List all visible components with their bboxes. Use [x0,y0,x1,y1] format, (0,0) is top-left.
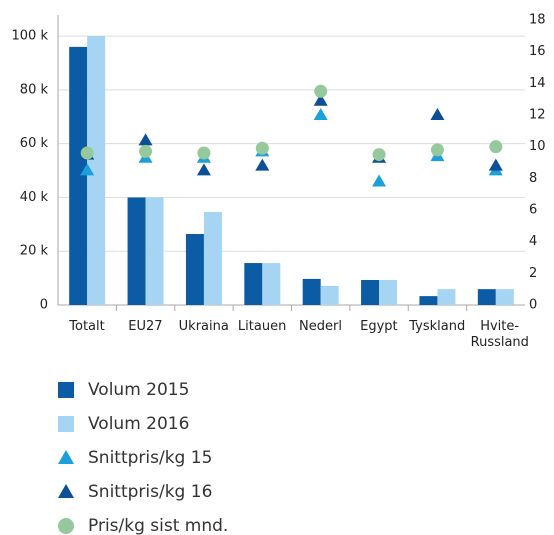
x-tick-label: EU27 [128,319,163,334]
x-tick-label: Hvite-Russland [470,319,529,350]
y2-tick-label: 10 [529,139,546,154]
circle-marker [430,143,444,157]
x-tick-label: Egypt [360,319,398,334]
circle-marker [139,144,153,158]
circle-marker [197,146,211,160]
y2-tick-label: 2 [529,266,537,281]
y-tick-label: 60 k [20,136,49,151]
triangle-marker [138,133,153,146]
triangle-marker [196,163,211,176]
bar [419,296,438,305]
legend-swatch [58,484,74,498]
legend-swatch [58,416,74,432]
bar [127,197,146,305]
triangle-marker [372,174,387,187]
bar [69,46,88,306]
y-tick-label: 100 k [12,29,49,44]
legend-label: Volum 2016 [88,414,189,434]
y2-tick-label: 14 [529,76,546,91]
bar [477,289,496,305]
legend-swatch [58,382,74,398]
legend-label: Snittpris/kg 15 [88,448,212,468]
bar [379,279,398,305]
circle-marker [314,84,328,98]
bar [203,211,222,305]
y-tick-label: 0 [40,298,48,313]
bar [145,197,164,305]
x-tick-label: Ukraina [178,319,229,334]
triangle-marker [313,93,328,106]
y2-tick-label: 12 [529,108,546,123]
triangle-marker [255,158,270,171]
bar [361,279,380,305]
triangle-marker [80,163,95,176]
legend-label: Pris/kg sist mnd. [88,516,228,535]
y2-tick-label: 18 [529,13,546,28]
y2-tick-label: 4 [529,234,537,249]
circle-marker [489,140,503,154]
legend-swatch [58,450,74,464]
legend-swatch [58,518,74,534]
triangle-marker [488,158,503,171]
x-tick-label: Nederl [299,319,342,334]
triangle-marker [430,108,445,120]
y2-tick-label: 8 [529,171,537,186]
bar [185,234,204,305]
triangle-marker [313,108,328,120]
bar [495,289,514,305]
y-tick-label: 40 k [20,190,49,205]
y2-tick-label: 6 [529,203,537,218]
bar [302,278,321,305]
x-tick-label: Litauen [237,319,287,334]
bar [262,263,281,305]
x-tick-label: Totalt [69,319,105,334]
bar [320,285,339,305]
legend-label: Snittpris/kg 16 [88,482,212,502]
bar [87,36,106,305]
bar [244,263,263,305]
legend-label: Volum 2015 [88,380,189,400]
y-tick-label: 80 k [20,82,49,97]
y2-tick-label: 16 [529,44,546,59]
circle-marker [372,148,386,162]
circle-marker [80,146,94,160]
y2-tick-label: 0 [529,298,537,313]
x-tick-label: Tyskland [409,319,466,334]
circle-marker [255,141,269,155]
bar [437,289,456,305]
y-tick-label: 20 k [20,244,49,259]
